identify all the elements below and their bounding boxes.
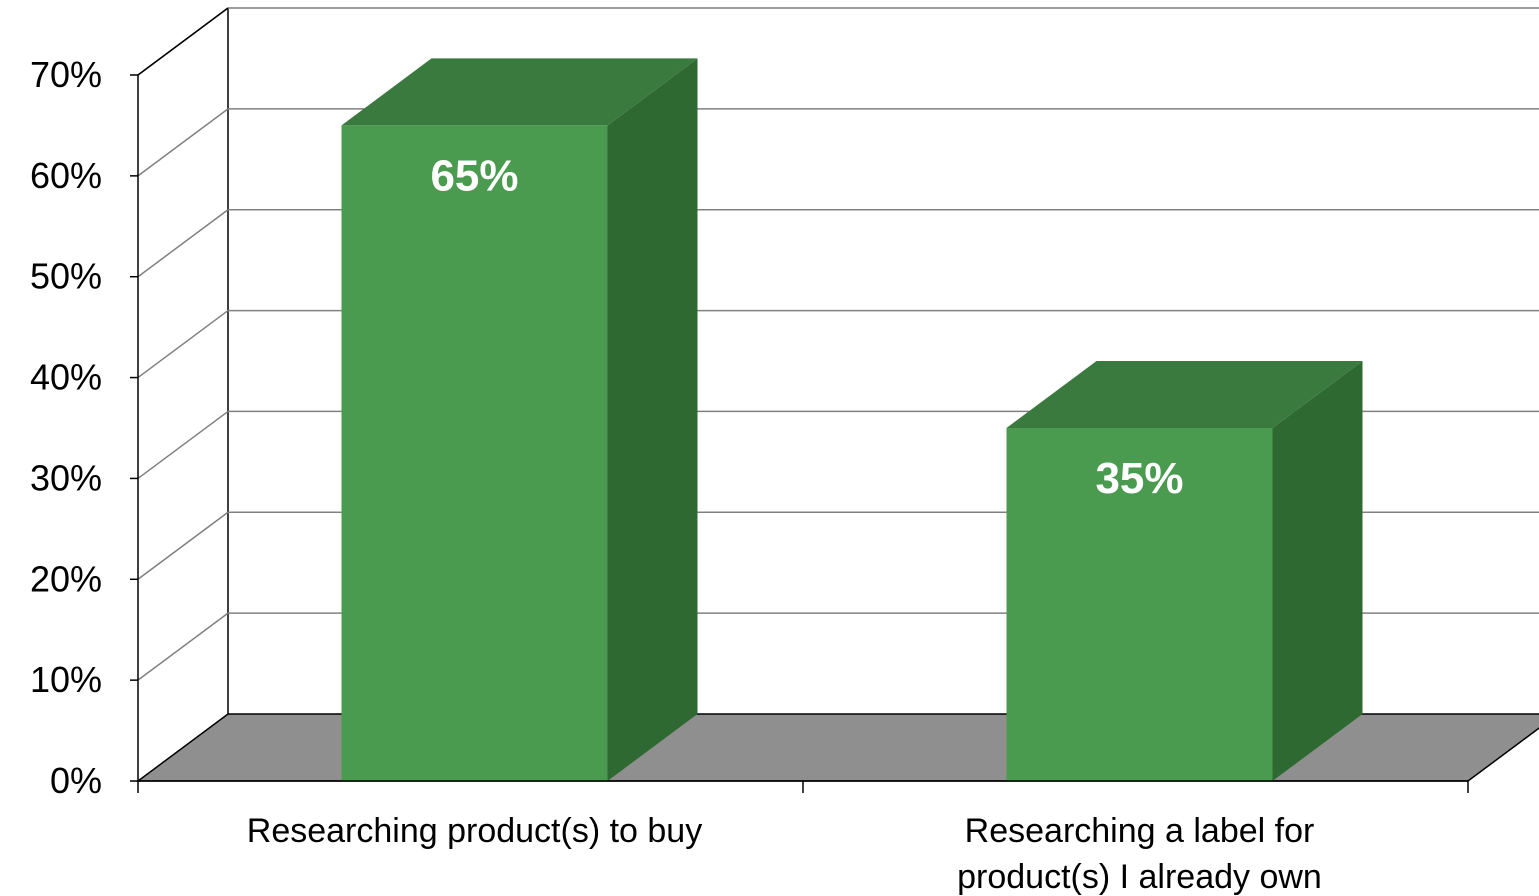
bar-side-face xyxy=(607,58,698,781)
y-tick-label: 20% xyxy=(30,558,102,599)
side-gridline xyxy=(137,108,229,177)
x-category-label: Researching a label for xyxy=(965,812,1315,850)
y-tick-label: 50% xyxy=(30,256,102,297)
side-gridline xyxy=(137,511,229,580)
y-tick-label: 10% xyxy=(30,659,102,700)
side-gridline xyxy=(137,309,229,379)
bar-data-label: 65% xyxy=(430,151,518,200)
bar xyxy=(1006,361,1363,781)
bar-data-label: 35% xyxy=(1095,454,1183,503)
bar-front-face xyxy=(1006,428,1273,781)
y-tick-label: 40% xyxy=(30,357,102,398)
bar-front-face xyxy=(341,125,608,781)
bar-side-face xyxy=(1272,361,1363,781)
y-tick-label: 60% xyxy=(30,155,102,196)
side-gridline xyxy=(137,410,229,480)
chart-axes xyxy=(130,7,1469,793)
y-tick-label: 30% xyxy=(30,457,102,498)
chart-bars xyxy=(341,58,1363,781)
x-category-label: Researching product(s) to buy xyxy=(247,812,702,850)
y-tick-label: 0% xyxy=(50,760,102,801)
y-axis-top-edge xyxy=(137,7,229,76)
bar-top-face xyxy=(341,58,698,126)
chart-labels: 65% 35% 0% 10% 20% 30% 40% 50% 60% 70% Researching… xyxy=(30,54,1322,896)
side-gridline xyxy=(137,209,229,278)
bar xyxy=(341,58,698,781)
side-gridline xyxy=(137,612,229,681)
y-tick-label: 70% xyxy=(30,54,102,95)
x-category-label: product(s) I already own xyxy=(957,858,1322,896)
bar-top-face xyxy=(1006,361,1363,428)
